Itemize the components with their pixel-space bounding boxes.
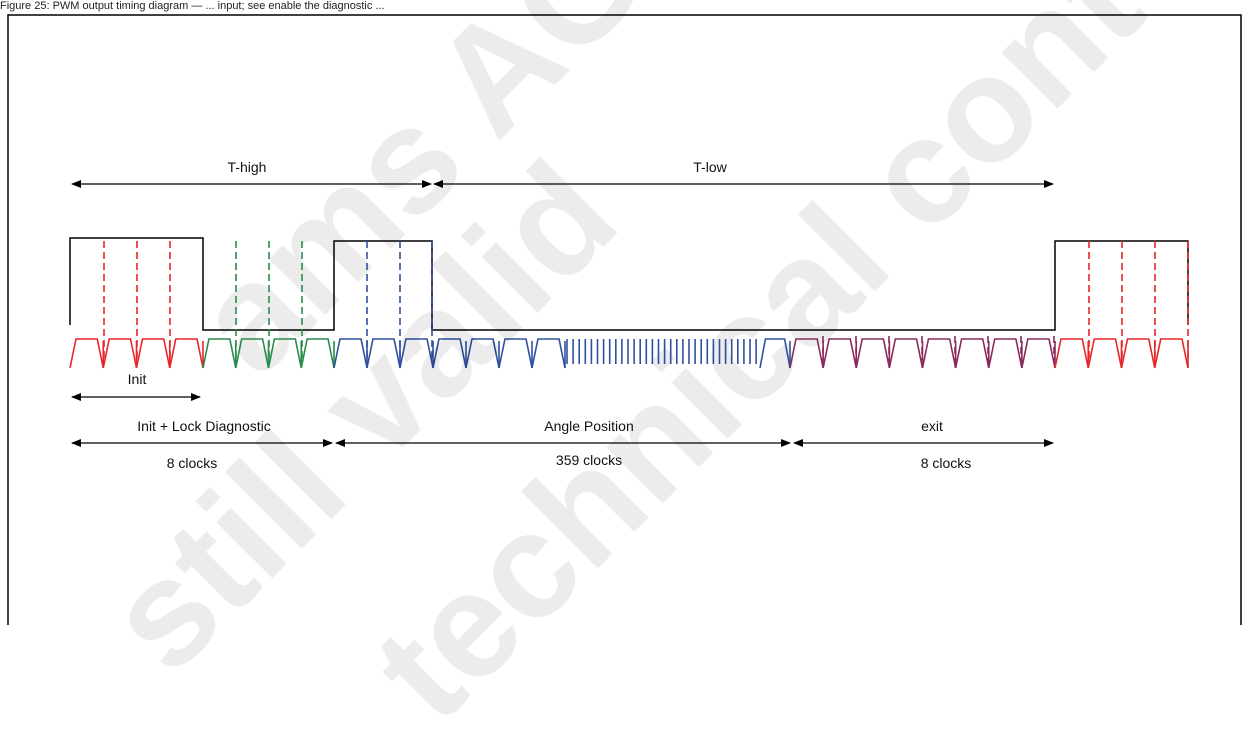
clock-pulse	[921, 338, 957, 369]
init-label: Init	[128, 371, 147, 387]
clock-pulse	[855, 338, 891, 369]
clock-pulse	[102, 338, 138, 369]
clocks-8-right-label: 8 clocks	[921, 455, 972, 471]
figure-caption: Figure 25: PWM output timing diagram — .…	[0, 0, 385, 12]
clocks-359-label: 359 clocks	[556, 452, 622, 468]
clock-pulse	[987, 338, 1023, 369]
clock-pulse	[465, 338, 500, 369]
exit-label: exit	[921, 418, 943, 434]
clock-pulse	[267, 338, 303, 369]
timing-diagram: T-high T-low Init Init + Lock Diagnostic…	[7, 14, 1242, 625]
t-low-label: T-low	[693, 159, 727, 175]
angle-position-label: Angle Position	[544, 418, 634, 434]
clocks-8-left-label: 8 clocks	[167, 455, 218, 471]
clock-pulse	[531, 338, 566, 369]
clock-pulse	[498, 338, 533, 369]
clock-pulse	[1054, 338, 1090, 369]
clock-pulse	[759, 338, 791, 369]
diagram-frame	[7, 14, 1242, 625]
clock-pulse	[1120, 338, 1156, 369]
clock-pulse	[822, 338, 858, 369]
clock-pulse	[366, 338, 401, 369]
clock-pulse	[69, 338, 105, 369]
pwm-signal-line	[69, 237, 1189, 331]
clock-pulse	[168, 338, 204, 369]
sampling-markers	[103, 241, 1189, 360]
clock-pulse	[1153, 338, 1189, 369]
clock-pulse	[432, 338, 467, 369]
clock-pulse	[1021, 338, 1056, 369]
clock-pulse	[954, 338, 990, 369]
clock-pulse	[202, 338, 237, 369]
clock-pulse	[888, 338, 924, 369]
clock-pulse	[234, 338, 270, 369]
clock-pulse	[789, 338, 824, 369]
clock-pulse	[135, 338, 171, 369]
init-lock-label: Init + Lock Diagnostic	[137, 418, 270, 434]
clock-pulse	[399, 338, 434, 369]
clock-pulse	[300, 338, 335, 369]
clock-pulse	[1087, 338, 1123, 369]
t-high-label: T-high	[228, 159, 267, 175]
clock-pulse	[333, 338, 368, 369]
